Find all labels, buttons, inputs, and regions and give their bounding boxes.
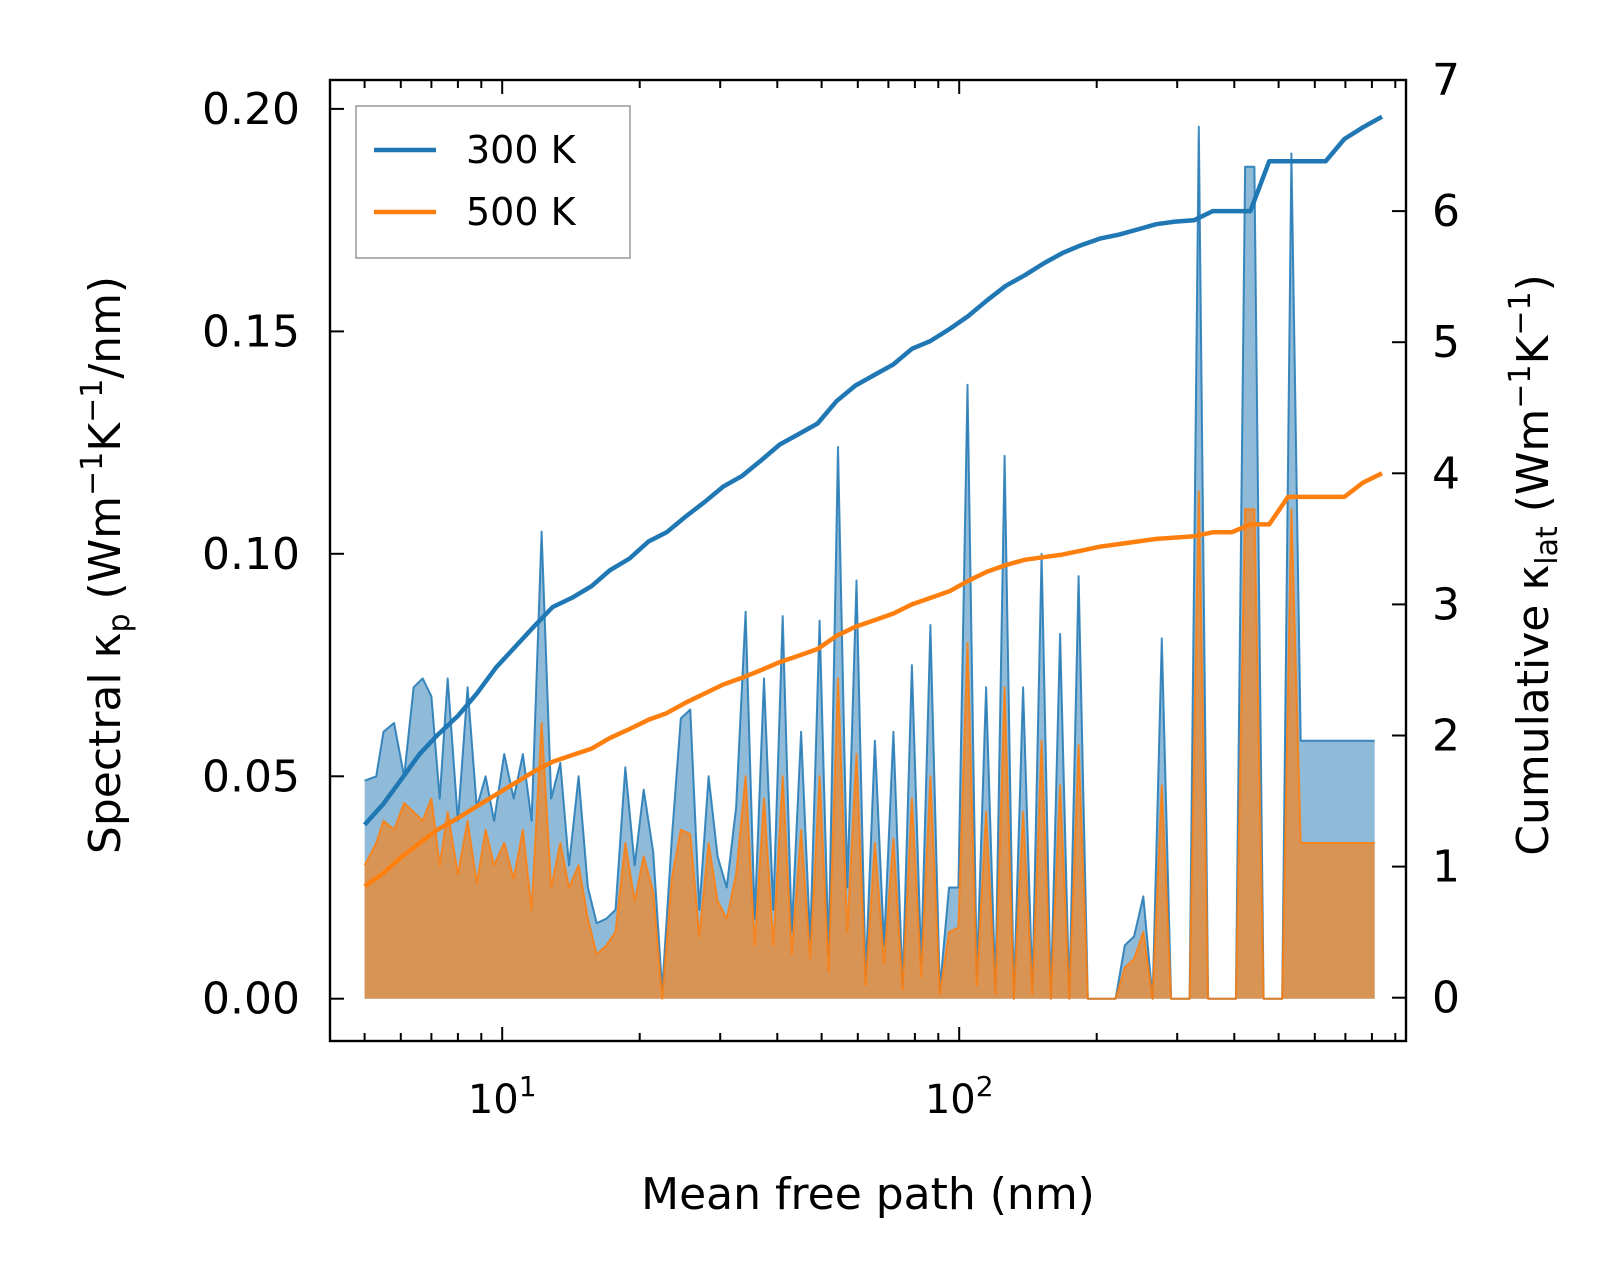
spectral-line-500k: [363, 490, 1375, 1000]
left-tick-label-1: 0.05: [202, 751, 300, 802]
x-tick-label-0: 101: [468, 1070, 537, 1123]
series-layer: [362, 114, 1384, 1000]
right-tick-label-1: 1: [1432, 842, 1460, 893]
axes-layer: [328, 78, 1408, 1043]
legend-label-300k: 300 K: [466, 128, 577, 172]
left-tick-label-0: 0.00: [202, 974, 300, 1025]
right-tick-label-0: 0: [1432, 973, 1460, 1024]
legend-label-500k: 500 K: [466, 190, 577, 234]
plot-frame: [328, 78, 1408, 1043]
legend-frame: [355, 105, 631, 259]
right-tick-label-6: 6: [1432, 186, 1460, 237]
ticks-layer: 101 102 0.00 0.05 0.10 0.15 0.20 0 1 2 3 4 5 6 7: [202, 55, 1460, 1123]
right-tick-label-4: 4: [1432, 448, 1460, 499]
left-tick-label-2: 0.10: [202, 529, 300, 580]
spectral-area-500k: [364, 491, 1375, 999]
right-tick-label-5: 5: [1432, 317, 1460, 368]
cumulative-line-500k: [363, 471, 1383, 889]
left-tick-label-3: 0.15: [202, 306, 300, 357]
right-tick-label-7: 7: [1432, 55, 1460, 106]
x-axis-label: Mean free path (nm): [641, 1169, 1095, 1220]
left-tick-label-4: 0.20: [202, 84, 300, 135]
right-axis-label: Cumulative κlat (Wm−1K−1): [1503, 274, 1565, 856]
right-tick-label-2: 2: [1432, 711, 1460, 762]
left-axis-label: Spectral κp (Wm−1K−1/nm): [75, 276, 137, 854]
legend: 300 K 500 K: [355, 105, 631, 259]
x-tick-label-1: 102: [925, 1070, 994, 1123]
right-tick-label-3: 3: [1432, 579, 1460, 630]
cumulative-line-300k: [362, 114, 1384, 827]
